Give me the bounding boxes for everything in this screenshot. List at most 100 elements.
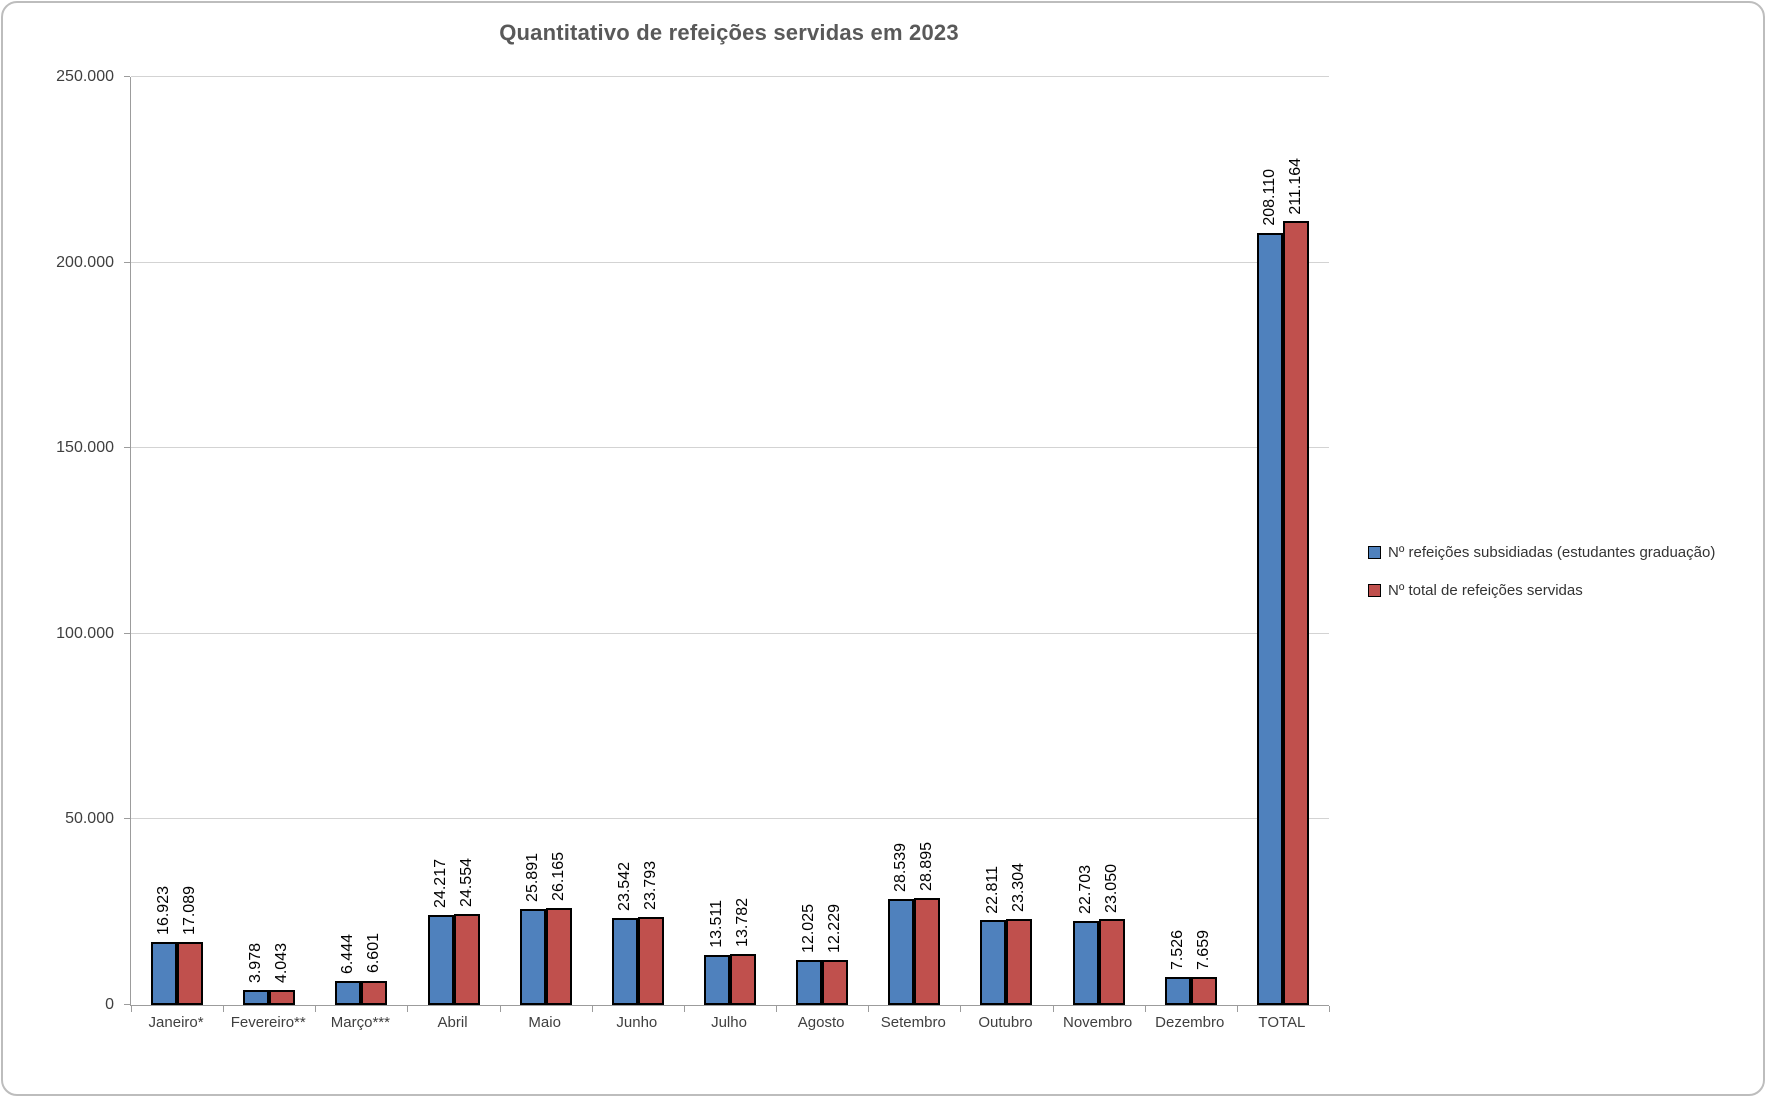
bar-slot: 23.050 bbox=[1098, 77, 1125, 1005]
bar-slot: 23.793 bbox=[637, 77, 664, 1005]
bar-data-label: 12.025 bbox=[800, 904, 818, 954]
category-group: 7.526 7.659 bbox=[1145, 77, 1237, 1005]
bar-total bbox=[269, 990, 296, 1005]
bar-slot: 13.511 bbox=[703, 77, 730, 1005]
x-axis-tick bbox=[131, 1006, 132, 1012]
bar-slot: 7.659 bbox=[1190, 77, 1217, 1005]
bar-slot: 28.895 bbox=[914, 77, 941, 1005]
bar-data-label: 13.782 bbox=[733, 897, 751, 947]
bar-slot: 208.110 bbox=[1256, 77, 1283, 1005]
legend-marker bbox=[1368, 583, 1381, 597]
bar-slot: 211.164 bbox=[1282, 77, 1309, 1005]
y-axis-tick bbox=[124, 76, 130, 77]
bar-total bbox=[914, 897, 941, 1005]
bar-data-label: 22.703 bbox=[1076, 864, 1094, 914]
bar-slot: 23.542 bbox=[611, 77, 638, 1005]
bar-subsidiadas bbox=[611, 917, 638, 1005]
category-group: 12.025 12.229 bbox=[776, 77, 868, 1005]
bar-slot: 12.025 bbox=[796, 77, 823, 1005]
bar-slot: 6.601 bbox=[361, 77, 388, 1005]
bar-slot: 24.217 bbox=[427, 77, 454, 1005]
x-axis-tick bbox=[1236, 1006, 1238, 1012]
bar-data-label: 23.050 bbox=[1102, 863, 1120, 913]
bar-slot: 26.165 bbox=[545, 77, 572, 1005]
chart-title: Quantitativo de refeições servidas em 20… bbox=[499, 20, 959, 45]
y-axis-tick-label: 0 bbox=[105, 996, 114, 1013]
bar-slot: 25.891 bbox=[519, 77, 546, 1005]
bar-total bbox=[1282, 221, 1309, 1005]
bar-data-label: 6.601 bbox=[365, 933, 383, 974]
bar-pair: 208.110 211.164 bbox=[1256, 77, 1309, 1005]
bar-pair: 16.923 17.089 bbox=[151, 77, 204, 1005]
gridline bbox=[131, 76, 1329, 77]
bar-slot: 22.703 bbox=[1072, 77, 1099, 1005]
bar-data-label: 28.539 bbox=[892, 843, 910, 893]
bar-data-label: 208.110 bbox=[1260, 168, 1278, 226]
bar-subsidiadas bbox=[519, 908, 546, 1005]
x-axis-category-label: Junho bbox=[616, 1014, 658, 1031]
bar-data-label: 23.793 bbox=[641, 860, 659, 910]
x-axis-tick bbox=[407, 1006, 409, 1012]
category-group: 6.444 6.601 bbox=[315, 77, 407, 1005]
bar-data-label: 3.978 bbox=[247, 943, 265, 984]
x-axis-tick bbox=[223, 1006, 225, 1012]
legend-label: Nº refeições subsidiadas (estudantes gra… bbox=[1388, 543, 1716, 561]
x-axis-tick bbox=[683, 1006, 685, 1012]
bar-pair: 12.025 12.229 bbox=[796, 77, 849, 1005]
y-axis-tick-label: 250.000 bbox=[56, 68, 114, 85]
x-axis-category-label: Novembro bbox=[1063, 1014, 1133, 1031]
x-axis-category-label: Março*** bbox=[330, 1014, 390, 1031]
bar-data-label: 22.811 bbox=[984, 865, 1002, 914]
x-axis-tick bbox=[1144, 1006, 1146, 1012]
bar-pair: 3.978 4.043 bbox=[243, 77, 296, 1005]
bar-subsidiadas bbox=[427, 915, 454, 1005]
x-axis-category-label: Setembro bbox=[880, 1014, 946, 1031]
bar-pair: 22.811 23.304 bbox=[980, 77, 1033, 1005]
bar-subsidiadas bbox=[980, 920, 1007, 1005]
bar-subsidiadas bbox=[796, 960, 823, 1005]
bar-pair: 24.217 24.554 bbox=[427, 77, 480, 1005]
bar-slot: 28.539 bbox=[888, 77, 915, 1005]
category-group: 13.511 13.782 bbox=[684, 77, 776, 1005]
legend: Nº refeições subsidiadas (estudantes gra… bbox=[1368, 542, 1715, 618]
bar-subsidiadas bbox=[703, 954, 730, 1005]
bar-subsidiadas bbox=[1164, 977, 1191, 1005]
x-axis-tick bbox=[960, 1006, 962, 1012]
bar-total bbox=[1190, 976, 1217, 1005]
bar-pair: 22.703 23.050 bbox=[1072, 77, 1125, 1005]
y-axis-tick-label: 150.000 bbox=[56, 439, 114, 457]
bar-data-label: 23.304 bbox=[1010, 862, 1028, 912]
bar-slot: 3.978 bbox=[243, 77, 270, 1005]
category-group: 23.542 23.793 bbox=[592, 77, 684, 1005]
bar-total bbox=[822, 959, 849, 1005]
y-axis-labels: 0 50.000 100.000 150.000 200.000 250.000 bbox=[0, 68, 114, 1013]
bar-data-label: 24.554 bbox=[457, 857, 475, 907]
x-axis-tick bbox=[1329, 1006, 1330, 1012]
bar-slot: 22.811 bbox=[980, 77, 1007, 1005]
bar-slot: 13.782 bbox=[729, 77, 756, 1005]
bar-pair: 25.891 26.165 bbox=[519, 77, 572, 1005]
bar-pair: 7.526 7.659 bbox=[1164, 77, 1217, 1005]
bar-data-label: 7.526 bbox=[1168, 930, 1186, 971]
y-axis-tick-label: 50.000 bbox=[65, 810, 114, 828]
x-axis-tick bbox=[868, 1006, 870, 1012]
bar-slot: 16.923 bbox=[151, 77, 178, 1005]
x-axis-tick bbox=[499, 1006, 501, 1012]
x-axis-category-label: Janeiro* bbox=[148, 1014, 204, 1031]
bar-data-label: 7.659 bbox=[1194, 929, 1212, 970]
bar-data-label: 16.923 bbox=[155, 886, 173, 936]
plot-area: 16.923 17.089 3.978 4.043 6.444 6.601 24.217 24… bbox=[124, 76, 1330, 1012]
bar-data-label: 6.444 bbox=[339, 934, 357, 975]
bar-slot: 4.043 bbox=[269, 77, 296, 1005]
bar-slot: 24.554 bbox=[453, 77, 480, 1005]
bar-data-label: 28.895 bbox=[918, 841, 936, 891]
bar-slot: 6.444 bbox=[335, 77, 362, 1005]
bar-subsidiadas bbox=[888, 899, 915, 1005]
bar-subsidiadas bbox=[243, 990, 270, 1005]
bar-subsidiadas bbox=[151, 942, 178, 1005]
bar-total bbox=[545, 907, 572, 1005]
bar-data-label: 211.164 bbox=[1286, 157, 1304, 215]
gridline bbox=[131, 818, 1329, 820]
bar-slot: 23.304 bbox=[1006, 77, 1033, 1005]
